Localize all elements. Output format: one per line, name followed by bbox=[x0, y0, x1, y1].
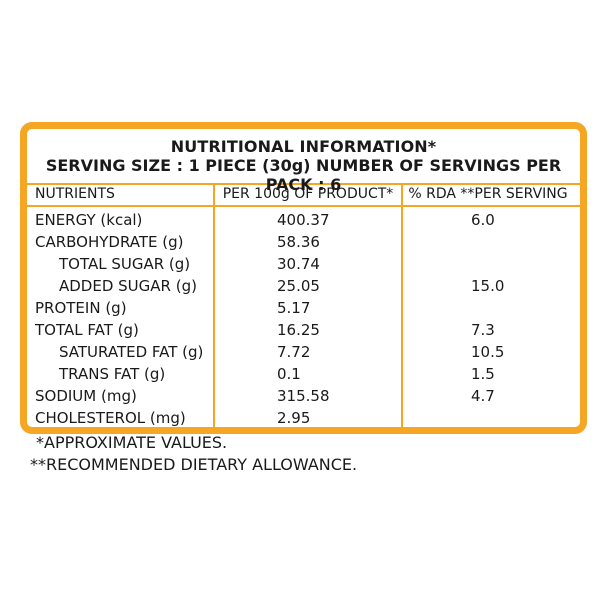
nutrient-per100g: 58.36 bbox=[277, 233, 320, 251]
footnote-approx: *APPROXIMATE VALUES. bbox=[36, 433, 228, 452]
nutrient-rda: 7.3 bbox=[471, 321, 495, 339]
nutrient-rda: 1.5 bbox=[471, 365, 495, 383]
nutrition-title: NUTRITIONAL INFORMATION* bbox=[170, 137, 437, 156]
nutrient-rda: 4.7 bbox=[471, 387, 495, 405]
nutrient-rda: 15.0 bbox=[471, 277, 505, 295]
nutrient-name: SATURATED FAT (g) bbox=[59, 343, 204, 361]
nutrient-name: TRANS FAT (g) bbox=[59, 365, 166, 383]
nutrient-row: PROTEIN (g) 5.17 bbox=[27, 297, 580, 319]
nutrient-row: SODIUM (mg) 315.58 4.7 bbox=[27, 385, 580, 407]
nutrient-row: TOTAL FAT (g) 16.25 7.3 bbox=[27, 319, 580, 341]
nutrient-rda: 10.5 bbox=[471, 343, 505, 361]
nutrient-row: CHOLESTEROL (mg) 2.95 bbox=[27, 407, 580, 427]
nutrient-name: SODIUM (mg) bbox=[35, 387, 137, 405]
nutrient-per100g: 16.25 bbox=[277, 321, 320, 339]
nutrient-per100g: 7.72 bbox=[277, 343, 311, 361]
footnotes: *APPROXIMATE VALUES. **RECOMMENDED DIETA… bbox=[30, 432, 357, 476]
nutrition-header: NUTRITIONAL INFORMATION* SERVING SIZE : … bbox=[27, 129, 580, 194]
footnote-rda: **RECOMMENDED DIETARY ALLOWANCE. bbox=[30, 455, 358, 474]
nutrient-row: ADDED SUGAR (g) 25.05 15.0 bbox=[27, 275, 580, 297]
nutrient-per100g: 2.95 bbox=[277, 409, 311, 427]
nutrient-row: TOTAL SUGAR (g) 30.74 bbox=[27, 253, 580, 275]
nutrient-name: ENERGY (kcal) bbox=[35, 211, 143, 229]
nutrient-row: SATURATED FAT (g) 7.72 10.5 bbox=[27, 341, 580, 363]
nutrient-name: PROTEIN (g) bbox=[35, 299, 127, 317]
column-divider-2 bbox=[401, 183, 403, 427]
nutrient-name: ADDED SUGAR (g) bbox=[59, 277, 197, 295]
nutrient-name: TOTAL FAT (g) bbox=[35, 321, 139, 339]
nutrient-name: TOTAL SUGAR (g) bbox=[59, 255, 191, 273]
nutrient-per100g: 315.58 bbox=[277, 387, 330, 405]
nutrient-per100g: 30.74 bbox=[277, 255, 320, 273]
nutrient-row: TRANS FAT (g) 0.1 1.5 bbox=[27, 363, 580, 385]
nutrient-name: CARBOHYDRATE (g) bbox=[35, 233, 184, 251]
nutrient-per100g: 400.37 bbox=[277, 211, 330, 229]
nutrient-per100g: 0.1 bbox=[277, 365, 301, 383]
nutrient-rda: 6.0 bbox=[471, 211, 495, 229]
nutrient-row: ENERGY (kcal) 400.37 6.0 bbox=[27, 209, 580, 231]
nutrient-name: CHOLESTEROL (mg) bbox=[35, 409, 186, 427]
column-header-divider bbox=[27, 183, 580, 207]
nutrient-row: CARBOHYDRATE (g) 58.36 bbox=[27, 231, 580, 253]
nutrient-per100g: 25.05 bbox=[277, 277, 320, 295]
column-divider-1 bbox=[213, 183, 215, 427]
nutrition-panel: NUTRITIONAL INFORMATION* SERVING SIZE : … bbox=[20, 122, 587, 434]
serving-info: SERVING SIZE : 1 PIECE (30g) NUMBER OF S… bbox=[45, 156, 562, 194]
nutrient-per100g: 5.17 bbox=[277, 299, 311, 317]
